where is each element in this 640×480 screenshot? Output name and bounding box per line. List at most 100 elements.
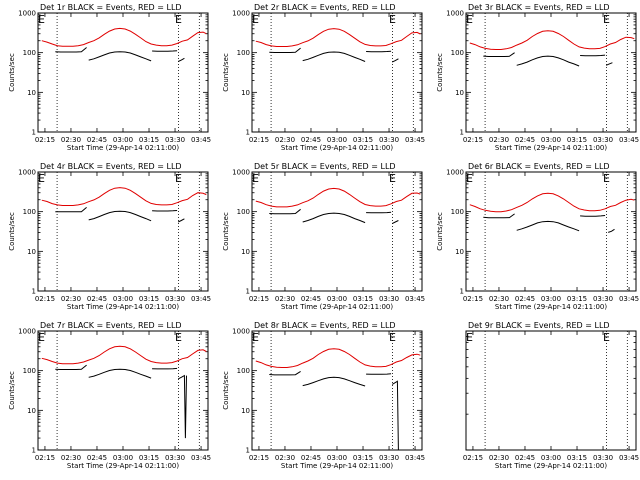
- panel-title: Det 5r BLACK = Events, RED = LLD: [254, 162, 396, 171]
- x-tick-label: 03:45: [191, 136, 211, 144]
- x-tick-label: 03:15: [353, 136, 373, 144]
- x-tick-label: 03:00: [113, 454, 133, 462]
- flag-marker: E: [603, 172, 610, 185]
- x-tick-label: 03:30: [165, 454, 185, 462]
- y-axis-label: Counts/sec: [8, 371, 16, 410]
- y-tick-label: 100: [23, 208, 36, 216]
- events-series-line: [580, 215, 606, 217]
- events-series-line: [55, 364, 87, 370]
- x-tick-label: 03:00: [541, 136, 561, 144]
- y-tick-label: 1: [32, 129, 36, 137]
- x-axis-label: Start Time (29-Apr-14 02:11:00): [67, 462, 179, 470]
- x-tick-label: 02:45: [87, 454, 107, 462]
- y-tick-label: 1000: [446, 10, 464, 18]
- events-series-line: [483, 52, 515, 57]
- flag-marker: E: [38, 13, 45, 26]
- x-axis-label: Start Time (29-Apr-14 02:11:00): [67, 144, 179, 152]
- y-tick-label: 10: [241, 89, 250, 97]
- y-axis-label: Counts/sec: [222, 212, 230, 251]
- y-axis-label: Counts/sec: [436, 53, 444, 92]
- events-series-line: [269, 208, 301, 215]
- flag-marker: E: [603, 331, 610, 344]
- lld-series-line: [41, 27, 207, 47]
- events-series-line: [269, 47, 301, 53]
- x-tick-label: 03:30: [379, 295, 399, 303]
- plot-frame: [465, 171, 637, 292]
- x-tick-label: 02:15: [249, 295, 269, 303]
- x-axis-label: Start Time (29-Apr-14 02:11:00): [495, 144, 607, 152]
- y-tick-label: 100: [237, 208, 250, 216]
- panel-title: Det 6r BLACK = Events, RED = LLD: [468, 162, 610, 171]
- panel-9: Det 9r BLACK = Events, RED = LLD 02:15 02:…: [463, 321, 639, 470]
- panel-2: Det 2r BLACK = Events, RED = LLD 02:15 02:…: [222, 3, 425, 152]
- x-tick-label: 02:45: [301, 295, 321, 303]
- y-tick-label: 100: [451, 49, 464, 57]
- events-series-line: [88, 51, 152, 62]
- lld-series-line: [469, 192, 635, 213]
- events-series-line: [608, 228, 615, 233]
- events-series-line: [391, 58, 399, 63]
- flag-marker: E: [252, 331, 259, 344]
- x-tick-label: 02:15: [463, 136, 483, 144]
- flag-marker: E: [175, 172, 182, 185]
- x-tick-label: 03:45: [619, 454, 639, 462]
- lld-series-line: [255, 28, 421, 47]
- x-tick-label: 03:45: [191, 295, 211, 303]
- y-axis-label: Counts/sec: [8, 53, 16, 92]
- x-tick-label: 02:45: [515, 295, 535, 303]
- flag-marker: E: [466, 331, 473, 344]
- events-series-line: [152, 367, 178, 370]
- y-tick-label: 1000: [18, 10, 36, 18]
- flag-marker: E: [175, 331, 182, 344]
- panel-3: Det 3r BLACK = Events, RED = LLD 02:15 02:…: [436, 3, 639, 152]
- panel-title: Det 7r BLACK = Events, RED = LLD: [40, 321, 182, 330]
- y-tick-label: 1000: [232, 169, 250, 177]
- flag-marker: E: [252, 13, 259, 26]
- x-tick-label: 02:30: [489, 295, 509, 303]
- x-tick-label: 03:30: [379, 136, 399, 144]
- events-series-line: [177, 218, 185, 223]
- plot-frame: [465, 12, 637, 133]
- x-tick-label: 03:30: [379, 454, 399, 462]
- x-tick-label: 03:00: [113, 136, 133, 144]
- y-tick-label: 10: [455, 248, 464, 256]
- events-series-line: [302, 376, 366, 387]
- x-axis-label: Start Time (29-Apr-14 02:11:00): [495, 303, 607, 311]
- events-series-line: [88, 210, 152, 222]
- x-tick-label: 03:15: [139, 295, 159, 303]
- x-tick-label: 03:15: [567, 454, 587, 462]
- panel-title: Det 3r BLACK = Events, RED = LLD: [468, 3, 610, 12]
- x-tick-label: 02:45: [515, 454, 535, 462]
- y-tick-label: 10: [27, 89, 36, 97]
- y-tick-label: 100: [451, 208, 464, 216]
- y-tick-label: 1: [460, 129, 464, 137]
- events-series-line: [177, 374, 187, 439]
- panel-title: Det 2r BLACK = Events, RED = LLD: [254, 3, 396, 12]
- plot-frame: [465, 330, 637, 451]
- events-series-line: [177, 57, 185, 62]
- events-series-line: [391, 220, 399, 225]
- x-tick-label: 02:15: [35, 454, 55, 462]
- lld-series-line: [41, 345, 207, 365]
- flag-marker: E: [466, 172, 473, 185]
- plot-frame: [251, 171, 423, 292]
- x-tick-label: 02:30: [61, 454, 81, 462]
- events-series-line: [55, 207, 87, 213]
- plot-frame: [37, 12, 209, 133]
- lld-series-line: [255, 348, 421, 368]
- x-tick-label: 03:00: [327, 295, 347, 303]
- flag-marker: E: [252, 172, 259, 185]
- y-tick-label: 100: [23, 49, 36, 57]
- x-axis-label: Start Time (29-Apr-14 02:11:00): [67, 303, 179, 311]
- x-tick-label: 02:15: [249, 136, 269, 144]
- y-tick-label: 100: [237, 49, 250, 57]
- x-tick-label: 03:15: [567, 295, 587, 303]
- panel-7: Det 7r BLACK = Events, RED = LLD 02:15 02:…: [8, 321, 211, 470]
- x-tick-label: 03:15: [139, 454, 159, 462]
- x-tick-label: 02:15: [35, 295, 55, 303]
- panel-title: Det 1r BLACK = Events, RED = LLD: [40, 3, 182, 12]
- events-series-line: [55, 47, 87, 53]
- y-tick-label: 1000: [232, 328, 250, 336]
- x-tick-label: 03:30: [593, 136, 613, 144]
- x-tick-label: 03:45: [619, 136, 639, 144]
